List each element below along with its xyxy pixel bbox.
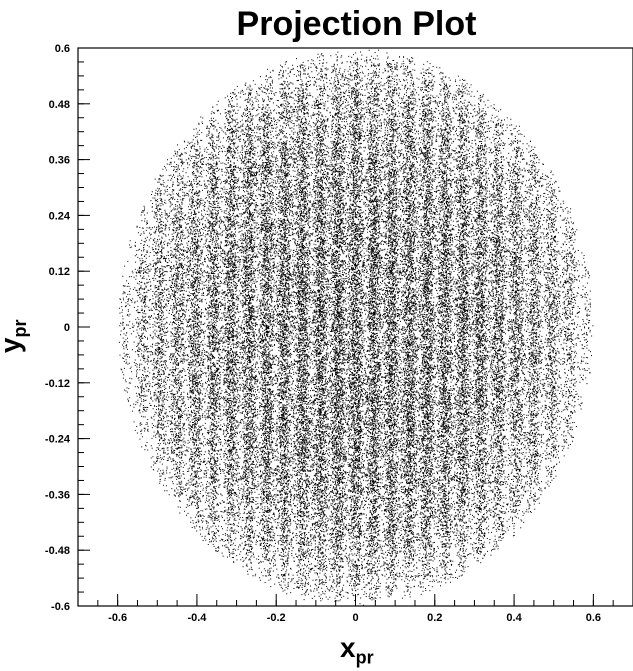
x-axis-label-main: x (340, 632, 356, 663)
scatter-points-layer (118, 49, 594, 606)
y-axis: -0.6 -0.48 -0.36 -0.24 -0.12 0 0.12 0.24 0.36 0.4… (45, 43, 90, 613)
x-axis: -0.6 -0.4 -0.2 0 0.2 0.4 0.6 (77, 594, 633, 624)
y-tick-label: 0.6 (55, 43, 70, 55)
y-tick-label: -0.6 (51, 601, 70, 613)
x-tick-label: -0.4 (187, 612, 207, 624)
y-tick-label: -0.24 (45, 434, 71, 446)
y-tick-label: 0.48 (49, 99, 70, 111)
y-tick-label: 0 (64, 322, 70, 334)
y-tick-label: 0.36 (49, 155, 70, 167)
y-tick-label: -0.36 (45, 489, 70, 501)
x-tick-label: -0.2 (267, 612, 286, 624)
x-tick-label: 0 (352, 612, 358, 624)
scatter-points (118, 49, 594, 606)
y-axis-label-main: y (0, 338, 25, 354)
y-tick-label: -0.48 (45, 545, 70, 557)
y-tick-label: 0.12 (49, 266, 70, 278)
x-tick-label: 0.4 (506, 612, 522, 624)
chart-title: Projection Plot (236, 5, 477, 43)
y-axis-label: ypr (0, 320, 31, 354)
y-tick-label: 0.24 (49, 210, 71, 222)
x-axis-label: xpr (340, 632, 374, 669)
x-tick-label: 0.6 (586, 612, 601, 624)
y-tick-label: -0.12 (45, 378, 70, 390)
x-axis-label-sub: pr (355, 647, 374, 668)
y-axis-label-sub: pr (10, 319, 31, 338)
x-tick-label: -0.6 (108, 612, 127, 624)
x-tick-label: 0.2 (427, 612, 442, 624)
